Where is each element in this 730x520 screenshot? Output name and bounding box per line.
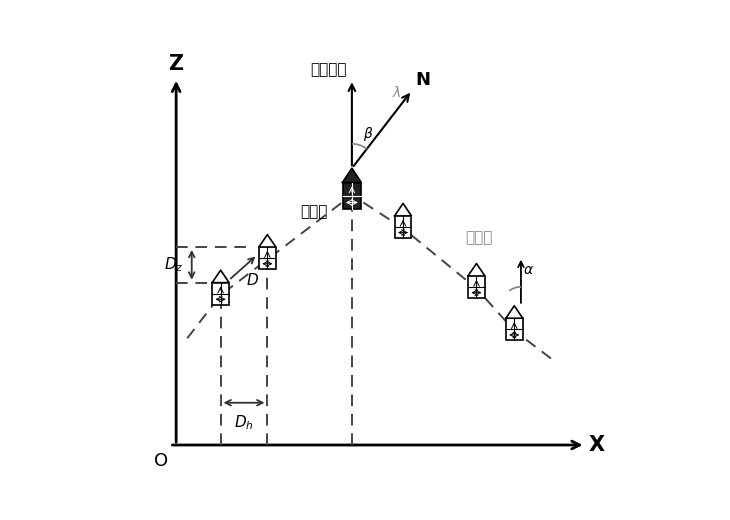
Bar: [212, 283, 229, 305]
Polygon shape: [212, 270, 229, 283]
Text: O: O: [154, 452, 168, 470]
Bar: [259, 247, 276, 269]
Text: Z: Z: [169, 54, 184, 73]
Polygon shape: [506, 306, 523, 318]
Text: β: β: [363, 127, 372, 141]
Text: 基准舰: 基准舰: [300, 204, 328, 219]
Text: 队列线: 队列线: [465, 231, 493, 245]
Text: $D_h$: $D_h$: [234, 413, 254, 432]
Polygon shape: [468, 264, 485, 276]
Text: α: α: [524, 263, 533, 277]
Polygon shape: [342, 168, 361, 183]
Text: N: N: [415, 71, 430, 89]
Text: λ: λ: [393, 86, 401, 100]
Text: $D_z$: $D_z$: [164, 255, 184, 274]
Bar: [395, 216, 412, 238]
Text: 队列航向: 队列航向: [310, 62, 347, 77]
Text: X: X: [588, 435, 604, 455]
Polygon shape: [395, 203, 412, 216]
Polygon shape: [259, 235, 276, 247]
Bar: [468, 276, 485, 298]
Bar: [342, 183, 361, 209]
Bar: [506, 318, 523, 341]
Text: $D$: $D$: [246, 272, 259, 289]
